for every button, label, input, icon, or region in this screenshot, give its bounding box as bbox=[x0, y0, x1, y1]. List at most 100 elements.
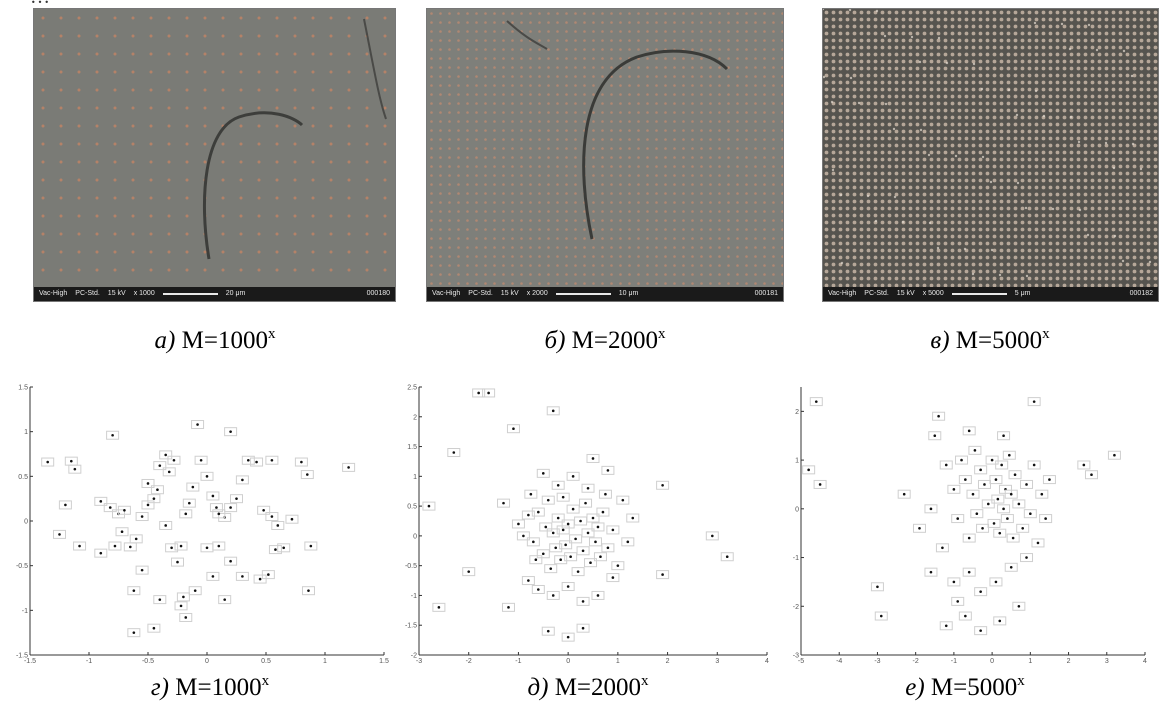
data-point bbox=[551, 594, 555, 597]
sem-image-c: Vac-High PC-Std. 15 kV x 5000 5 μm 00018… bbox=[822, 8, 1159, 302]
scatter-plot-g: -1.5 -1 -0.5 0 0.5 1 1.5 -1.5 -1 -0.5 0 0.5 1 1.5 bbox=[14, 383, 389, 666]
data-point bbox=[591, 516, 595, 520]
data-point bbox=[217, 544, 221, 548]
data-point bbox=[581, 600, 585, 603]
data-point-halo bbox=[939, 460, 953, 470]
data-point-halo bbox=[206, 571, 220, 581]
data-point bbox=[1025, 556, 1028, 559]
data-point-halo bbox=[974, 626, 988, 636]
data-point bbox=[551, 409, 555, 413]
data-point bbox=[215, 506, 218, 509]
data-point bbox=[140, 515, 144, 518]
caption-e: е) M=5000x bbox=[905, 673, 1025, 701]
data-point-halo bbox=[593, 552, 607, 562]
data-point bbox=[1008, 453, 1011, 457]
data-point bbox=[1025, 483, 1028, 486]
data-point bbox=[152, 626, 156, 630]
data-point-halo bbox=[511, 519, 525, 529]
x-tick-label: 2 bbox=[1067, 658, 1071, 665]
data-point-halo bbox=[939, 621, 953, 631]
data-point-halo bbox=[285, 514, 299, 524]
data-point bbox=[551, 531, 555, 535]
y-tick-label: -0.5 bbox=[16, 563, 28, 570]
data-point bbox=[964, 614, 967, 618]
data-point-halo bbox=[1004, 562, 1018, 572]
data-point-halo bbox=[1107, 450, 1121, 460]
data-point bbox=[184, 616, 188, 619]
data-point-halo bbox=[976, 523, 990, 533]
data-point-halo bbox=[995, 460, 1009, 470]
sem-info-bar-a: Vac-High PC-Std. 15 kV x 1000 20 μm 0001… bbox=[34, 287, 395, 301]
data-point-halo bbox=[277, 543, 291, 553]
data-point bbox=[933, 434, 937, 438]
data-point-halo bbox=[1027, 460, 1041, 470]
data-point-halo bbox=[897, 489, 911, 499]
data-point-halo bbox=[200, 471, 214, 481]
y-tick-label: 2 bbox=[795, 409, 799, 416]
data-point bbox=[176, 560, 179, 564]
data-point bbox=[541, 472, 545, 475]
data-point bbox=[1006, 517, 1009, 520]
data-point bbox=[534, 558, 538, 562]
data-point-halo bbox=[106, 430, 120, 440]
data-point bbox=[581, 549, 585, 553]
data-point-halo bbox=[601, 465, 615, 475]
x-tick-label: 1.5 bbox=[379, 658, 389, 665]
data-point bbox=[998, 619, 1002, 623]
data-point-halo bbox=[616, 495, 630, 505]
data-point-halo bbox=[521, 510, 535, 520]
data-point bbox=[589, 561, 592, 564]
x-tick-label: 3 bbox=[715, 658, 719, 665]
data-point-halo bbox=[536, 549, 550, 559]
data-point-halo bbox=[989, 475, 1003, 485]
data-point-halo bbox=[584, 558, 598, 568]
data-point-halo bbox=[536, 468, 550, 478]
x-tick-label: -1.5 bbox=[24, 658, 36, 665]
data-point bbox=[1113, 453, 1116, 457]
data-point bbox=[527, 513, 530, 517]
data-point-halo bbox=[571, 567, 585, 577]
data-point bbox=[1044, 517, 1047, 520]
data-point-halo bbox=[103, 503, 117, 513]
data-point bbox=[1029, 512, 1032, 515]
data-point bbox=[979, 629, 982, 632]
data-point-halo bbox=[422, 501, 436, 511]
data-point bbox=[807, 468, 810, 472]
y-tick-label: 0.5 bbox=[18, 474, 28, 481]
lattice-dots bbox=[824, 10, 1158, 287]
data-point-halo bbox=[182, 498, 196, 508]
data-point-halo bbox=[147, 623, 161, 633]
data-point-halo bbox=[958, 611, 972, 621]
data-point-halo bbox=[601, 543, 615, 553]
data-point-halo bbox=[159, 450, 173, 460]
data-point bbox=[601, 510, 605, 514]
data-point bbox=[1000, 463, 1003, 467]
data-point bbox=[604, 492, 607, 496]
data-point-halo bbox=[521, 576, 535, 586]
data-point-halo bbox=[576, 596, 590, 606]
data-point bbox=[979, 590, 982, 593]
data-point-halo bbox=[153, 595, 167, 605]
data-point-halo bbox=[581, 483, 595, 493]
data-point bbox=[188, 501, 191, 505]
data-point bbox=[979, 468, 982, 472]
data-point bbox=[522, 534, 525, 538]
data-point bbox=[158, 598, 162, 601]
y-tick-label: -1 bbox=[411, 593, 417, 600]
data-point-halo bbox=[159, 520, 173, 530]
data-point bbox=[879, 614, 883, 618]
data-point-halo bbox=[549, 543, 563, 553]
data-point-halo bbox=[924, 567, 938, 577]
data-point-halo bbox=[472, 388, 486, 398]
data-point bbox=[956, 517, 960, 520]
data-point bbox=[559, 558, 562, 562]
data-point bbox=[941, 546, 944, 550]
data-point-halo bbox=[870, 582, 884, 592]
data-point bbox=[566, 635, 570, 639]
data-point-halo bbox=[224, 556, 238, 566]
data-point bbox=[964, 478, 967, 481]
data-point bbox=[527, 579, 530, 582]
data-point bbox=[661, 483, 664, 487]
y-tick-label: -2 bbox=[793, 604, 799, 611]
data-point-halo bbox=[720, 552, 734, 562]
